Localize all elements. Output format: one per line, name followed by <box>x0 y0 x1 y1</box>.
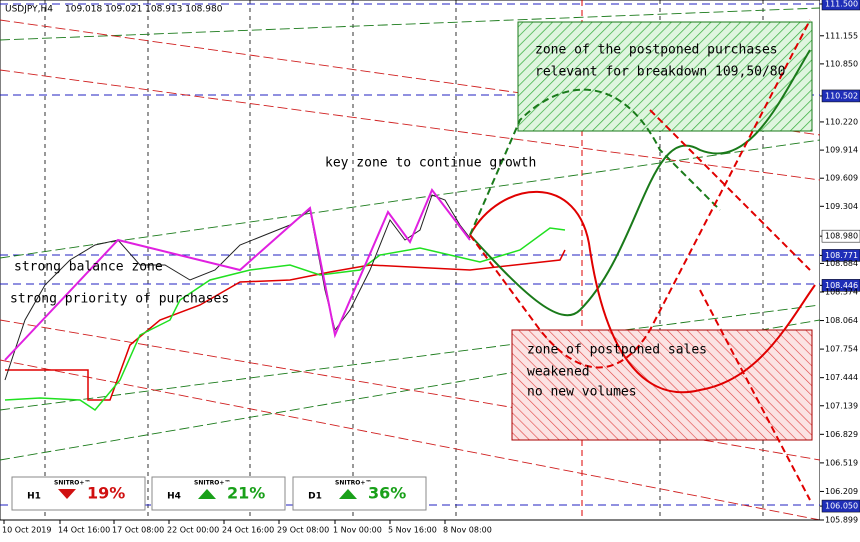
direction-arrow <box>58 489 76 499</box>
annotation: strong priority of purchases <box>10 292 229 307</box>
price-label: 108.684 <box>825 259 858 268</box>
price-label: 110.850 <box>825 59 858 68</box>
price-label: 107.139 <box>825 401 858 410</box>
panel-percent: 21% <box>227 484 265 503</box>
price-label: 106.050 <box>825 502 858 511</box>
price-label: 111.500 <box>825 0 858 9</box>
price-label: 107.754 <box>825 345 858 354</box>
price-label: 106.519 <box>825 458 858 467</box>
panel-box <box>151 476 286 511</box>
price-axis <box>820 0 860 538</box>
price-box <box>821 499 860 513</box>
forecast-curves <box>469 19 816 501</box>
price-label: 110.220 <box>825 117 858 126</box>
price-box <box>821 89 860 103</box>
annotation: no new volumes <box>527 385 637 400</box>
panel-box <box>11 476 146 511</box>
price-label: 109.304 <box>825 202 858 211</box>
time-label: 17 Oct 08:00 <box>112 526 164 535</box>
panel-percent: 36% <box>368 484 406 503</box>
symbol: USDJPY,H4 <box>5 5 53 15</box>
price-label: 109.609 <box>825 174 858 183</box>
price-label: 108.980 <box>825 232 858 241</box>
price-label: 107.444 <box>825 373 858 382</box>
price-box <box>821 229 860 243</box>
price-label: 111.155 <box>825 31 858 40</box>
time-label: 10 Oct 2019 <box>2 526 51 535</box>
direction-arrow <box>198 489 216 499</box>
price-label: 105.899 <box>825 516 858 525</box>
annotation: strong balance zone <box>14 260 163 275</box>
direction-arrow <box>339 489 357 499</box>
price-box <box>821 279 860 292</box>
panel-box <box>292 476 427 511</box>
time-label: 24 Oct 16:00 <box>222 526 274 535</box>
panel-timeframe: H4 <box>167 492 181 502</box>
price-label: 108.374 <box>825 287 858 296</box>
panel-brand: SNITRO+™ <box>194 480 230 487</box>
price-label: 108.446 <box>825 281 858 290</box>
annotation: zone of postponed sales <box>527 343 707 358</box>
price-label: 108.064 <box>825 316 858 325</box>
time-label: 22 Oct 00:00 <box>167 526 219 535</box>
time-label: 29 Oct 08:00 <box>277 526 329 535</box>
annotation: weakened <box>527 365 590 380</box>
time-label: 1 Nov 00:00 <box>333 526 382 535</box>
panel-brand: SNITRO+™ <box>54 480 90 487</box>
panel-percent: 19% <box>87 484 125 503</box>
annotation: relevant for breakdown 109,50/80 <box>535 65 785 80</box>
annotation: zone of the postponed purchases <box>535 43 778 58</box>
kijun-line <box>5 249 566 401</box>
price-box <box>821 249 860 262</box>
price-label: 110.502 <box>825 91 858 100</box>
panel-timeframe: H1 <box>27 492 41 502</box>
time-label: 5 Nov 16:00 <box>388 526 437 535</box>
time-label: 8 Nov 08:00 <box>443 526 492 535</box>
panel-brand: SNITRO+™ <box>335 480 371 487</box>
price-box <box>821 0 860 11</box>
annotation: key zone to continue growth <box>325 156 536 171</box>
cloud-line <box>4 227 566 411</box>
quote: 109.018 109.021 108.913 108.980 <box>65 5 223 15</box>
time-label: 14 Oct 16:00 <box>58 526 110 535</box>
price-label: 109.914 <box>825 146 858 155</box>
price-label: 106.209 <box>825 487 858 496</box>
wave-line <box>4 188 471 361</box>
panel-timeframe: D1 <box>308 492 322 502</box>
price-label: 108.771 <box>825 251 858 260</box>
sales-zone <box>511 329 813 441</box>
price-label: 106.829 <box>825 430 858 439</box>
